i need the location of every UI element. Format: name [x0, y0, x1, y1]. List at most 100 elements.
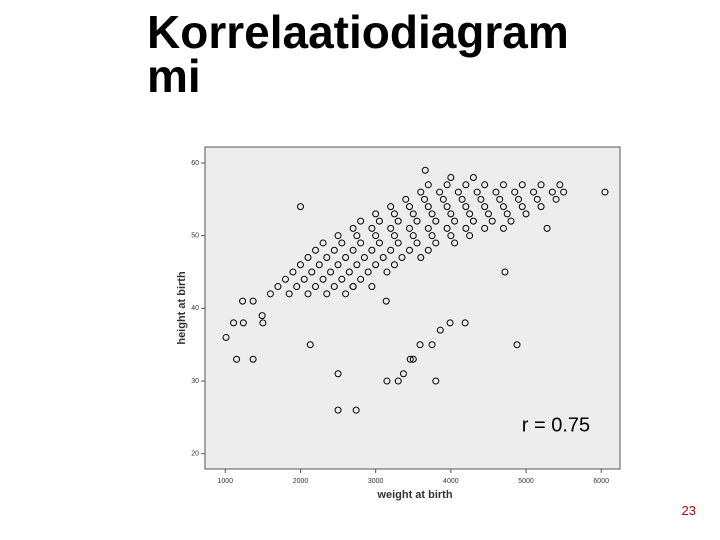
- point: [413, 217, 421, 225]
- point: [233, 355, 241, 363]
- point: [499, 224, 507, 232]
- point: [293, 283, 301, 291]
- point: [428, 341, 436, 349]
- y-tick-label: 50: [191, 233, 199, 240]
- point: [496, 195, 504, 203]
- point: [421, 166, 429, 174]
- point: [323, 290, 331, 298]
- point: [308, 268, 316, 276]
- point: [281, 275, 289, 283]
- y-tick-label: 40: [191, 305, 199, 312]
- point: [319, 239, 327, 247]
- point: [342, 253, 350, 261]
- point: [443, 181, 451, 189]
- point: [454, 188, 462, 196]
- point: [349, 283, 357, 291]
- point: [394, 217, 402, 225]
- point: [319, 275, 327, 283]
- x-tick-label: 1000: [218, 478, 234, 485]
- point: [518, 181, 526, 189]
- y-tick-label: 20: [191, 451, 199, 458]
- point: [447, 232, 455, 240]
- point: [312, 246, 320, 254]
- point: [421, 195, 429, 203]
- point: [533, 195, 541, 203]
- point: [439, 195, 447, 203]
- x-tick-label: 5000: [518, 478, 534, 485]
- point: [379, 253, 387, 261]
- point: [274, 283, 282, 291]
- y-tick-label: 60: [191, 160, 199, 167]
- x-axis-label: weight at birth: [376, 489, 452, 501]
- point: [406, 355, 414, 363]
- point: [409, 355, 417, 363]
- point: [353, 232, 361, 240]
- point: [330, 246, 338, 254]
- point: [349, 246, 357, 254]
- point: [432, 377, 440, 385]
- point: [285, 290, 293, 298]
- point: [409, 210, 417, 218]
- point: [409, 232, 417, 240]
- y-tick-label: 30: [191, 378, 199, 385]
- point: [334, 370, 342, 378]
- annotation: r = 0.75: [522, 414, 590, 436]
- point: [451, 217, 459, 225]
- point: [436, 326, 444, 334]
- point: [481, 224, 489, 232]
- point: [458, 195, 466, 203]
- point: [357, 275, 365, 283]
- point: [296, 261, 304, 269]
- point: [436, 188, 444, 196]
- point: [375, 217, 383, 225]
- point: [312, 283, 320, 291]
- point: [230, 319, 238, 327]
- point: [399, 370, 407, 378]
- point: [387, 246, 395, 254]
- point: [499, 181, 507, 189]
- point: [327, 268, 335, 276]
- point: [556, 181, 564, 189]
- point: [481, 181, 489, 189]
- point: [518, 203, 526, 211]
- point: [394, 377, 402, 385]
- point: [428, 210, 436, 218]
- point: [511, 188, 519, 196]
- point: [469, 174, 477, 182]
- point: [469, 217, 477, 225]
- point: [417, 253, 425, 261]
- point: [266, 290, 274, 298]
- point: [530, 188, 538, 196]
- point: [552, 195, 560, 203]
- point: [537, 181, 545, 189]
- point: [462, 203, 470, 211]
- point: [481, 203, 489, 211]
- point: [488, 217, 496, 225]
- point: [383, 268, 391, 276]
- point: [499, 203, 507, 211]
- point: [382, 297, 390, 305]
- point: [330, 283, 338, 291]
- x-tick-label: 3000: [368, 478, 384, 485]
- point: [390, 261, 398, 269]
- point: [466, 232, 474, 240]
- point: [462, 181, 470, 189]
- point: [428, 232, 436, 240]
- point: [537, 203, 545, 211]
- point: [353, 261, 361, 269]
- point: [513, 341, 521, 349]
- page-number: 23: [681, 503, 696, 518]
- point: [334, 261, 342, 269]
- point: [398, 253, 406, 261]
- point: [548, 188, 556, 196]
- point: [289, 268, 297, 276]
- point: [345, 268, 353, 276]
- point: [473, 188, 481, 196]
- point: [357, 217, 365, 225]
- point: [503, 210, 511, 218]
- point: [424, 246, 432, 254]
- point: [405, 224, 413, 232]
- point: [259, 319, 267, 327]
- x-tick-label: 6000: [593, 478, 609, 485]
